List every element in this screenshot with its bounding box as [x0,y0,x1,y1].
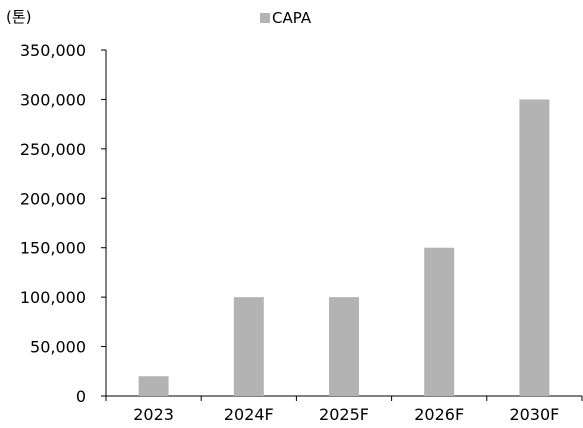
x-tick-label: 2025F [319,405,369,424]
y-axis: 0 50,000 100,000 150,000 200,000 250,000 300,0… [20,41,107,406]
legend-swatch [260,13,270,23]
y-tick-label: 250,000 [20,140,86,159]
unit-label: (톤) [6,8,32,26]
bar-2026F [424,247,455,396]
legend: CAPA [260,9,312,27]
x-tick-label: 2023 [133,405,174,424]
y-tick-label: 50,000 [30,338,86,357]
bar-2023 [138,376,169,396]
y-tick-label: 200,000 [20,189,86,208]
y-tick-label: 150,000 [20,239,86,258]
bar-2024F [233,297,264,396]
bar-2025F [329,297,359,396]
x-axis: 2023 2024F 2025F 2026F 2030F [105,395,583,424]
legend-label: CAPA [272,9,312,27]
y-tick-label: 100,000 [20,288,86,307]
bar-2030F [519,99,550,396]
x-tick-label: 2024F [224,405,274,424]
y-tick-label: 300,000 [20,90,86,109]
y-tick-label: 350,000 [20,41,86,60]
bars [138,99,550,396]
x-tick-label: 2030F [509,405,559,424]
y-tick-label: 0 [76,387,86,406]
x-tick-label: 2026F [414,405,464,424]
